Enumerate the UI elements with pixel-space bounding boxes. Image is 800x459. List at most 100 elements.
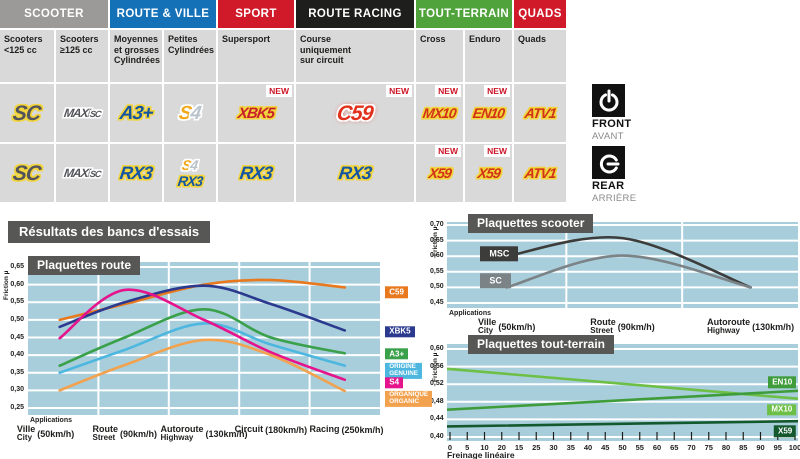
y-tick-label: 0,70: [430, 221, 444, 228]
cell-front-cross: NEW MX10: [416, 84, 463, 142]
logo-atv1: ATV1: [523, 105, 557, 121]
x-tick-label: 80: [721, 443, 731, 452]
logo-sc: SC: [11, 161, 43, 185]
logo-sc-part: SC: [88, 169, 101, 179]
logo-mx10: MX10: [422, 105, 457, 121]
cell-front-route-racing: NEW C59: [296, 84, 414, 142]
logo-sc: SC: [11, 101, 43, 125]
series-badge-A3+: A3+: [385, 348, 409, 360]
logo-c59: C59: [335, 101, 375, 125]
cell-rear-moyennes: RX3: [110, 144, 162, 202]
y-tick-label: 0,45: [430, 299, 444, 306]
series-line-SC: [505, 254, 752, 289]
rear-label: REAR: [592, 180, 625, 192]
x-tick-label: 10: [480, 443, 489, 452]
series-badge-X59: X59: [774, 425, 797, 437]
rear-brake-disc-icon: [592, 146, 625, 179]
cell-front-moyennes: A3+: [110, 84, 162, 142]
series-badge-ORGANIQUE ORGANIC: ORGANIQUE ORGANIC: [385, 390, 433, 407]
logo-rx3: RX3: [118, 163, 154, 183]
series-badge-MX10: MX10: [767, 404, 797, 416]
logo-maxi-part: MAXI: [62, 166, 91, 180]
logo-rx3: RX3: [238, 163, 274, 183]
cell-front-supersport: NEW XBK5: [218, 84, 294, 142]
series-badge-S4: S4: [385, 376, 404, 389]
group-header-scooter: SCOOTER: [0, 0, 108, 28]
y-tick-label: 0,56: [430, 362, 444, 370]
x-category-label: Autoroute Highway (130km/h): [707, 317, 795, 336]
group-header-route-racing: ROUTE RACING: [296, 0, 414, 28]
cell-front-scooter-small: SC: [0, 84, 54, 142]
x-tick-label: 70: [687, 443, 696, 452]
y-tick-label: 0,35: [10, 368, 24, 376]
x-tick-label: 85: [739, 443, 748, 452]
logo-a3plus: A3+: [118, 102, 154, 124]
logo-x59: X59: [476, 165, 501, 181]
scooter-chart-plot: [447, 222, 798, 308]
new-badge: NEW: [266, 85, 292, 97]
cell-front-scooter-big: MAXISC: [56, 84, 108, 142]
cell-rear-petites: S4 RX3: [164, 144, 216, 202]
y-tick-label: 0,50: [10, 315, 24, 323]
x-tick-label: 100: [788, 443, 800, 452]
x-tick-label: 25: [532, 443, 541, 452]
cell-rear-quads: ATV1: [514, 144, 566, 202]
logo-s4-4: 4: [189, 157, 199, 173]
y-tick-label: 0,55: [430, 267, 444, 275]
series-line-XBK5: [58, 284, 347, 332]
new-badge: NEW: [435, 85, 461, 97]
new-badge: NEW: [435, 145, 461, 157]
subheader-quads: Quads: [514, 30, 566, 82]
x-tick-label: 95: [773, 443, 782, 452]
x-category-label: Ville City (50km/h): [477, 317, 536, 336]
chart-plaquettes-route: Friction µ Plaquettes route 0,65 0,60 0,55…: [0, 252, 433, 452]
x-tick-label: 75: [704, 443, 713, 452]
logo-s4: S4: [181, 157, 199, 173]
logo-stack-s4-rx3: S4 RX3: [177, 157, 203, 189]
front-legend: FRONT AVANT: [592, 84, 652, 142]
series-line-ORIGINE GENUINE: [58, 322, 347, 375]
series-line-A3+: [58, 307, 347, 367]
x-category-label: Route Street (90km/h): [590, 317, 655, 336]
cell-rear-scooter-small: SC: [0, 144, 54, 202]
subheader-course-circuit: Course uniquement sur circuit: [296, 30, 414, 82]
x-category-label: Circuit (180km/h): [234, 424, 308, 435]
cell-rear-route-racing: RX3: [296, 144, 414, 202]
chart-plaquettes-scooter: Friction µ Plaquettes scooter 0,70 0,65 0,…: [430, 212, 800, 335]
y-tick-label: 0,44: [430, 415, 444, 423]
logo-atv1: ATV1: [523, 165, 557, 181]
y-tick-label: 0,65: [430, 236, 444, 244]
x-tick-label: 40: [583, 443, 593, 452]
y-tick-label: 0,45: [10, 333, 24, 341]
series-badge-MSC: MSC: [480, 246, 519, 262]
y-tick-label: 0,48: [430, 397, 444, 405]
cell-rear-supersport: RX3: [218, 144, 294, 202]
new-badge: NEW: [386, 85, 412, 97]
group-header-quads: QUADS: [514, 0, 566, 28]
x-tick-label: 60: [652, 443, 662, 452]
cell-rear-cross: NEW X59: [416, 144, 463, 202]
group-header-route-ville: ROUTE & VILLE: [110, 0, 216, 28]
avant-label: AVANT: [592, 131, 624, 142]
subheader-scooters-under-125: Scooters <125 cc: [0, 30, 54, 82]
results-section-title: Résultats des bancs d'essais: [8, 221, 211, 243]
y-tick-label: 0,60: [10, 280, 24, 288]
x-tick-label: 35: [566, 443, 575, 452]
x-category-label: Ville City (50km/h): [16, 424, 75, 443]
logo-s4: S4: [178, 103, 202, 124]
x-category-label: Autoroute Highway (130km/h): [160, 424, 248, 443]
series-badge-XBK5: XBK5: [385, 325, 415, 338]
logo-rx3: RX3: [337, 163, 373, 183]
front-label: FRONT: [592, 118, 632, 130]
applications-label: Applications: [449, 310, 492, 317]
y-tick-label: 0,25: [10, 404, 24, 411]
rear-legend: REAR ARRIÈRE: [592, 146, 652, 204]
product-matrix-table: SCOOTER ROUTE & VILLE SPORT ROUTE RACING…: [0, 0, 566, 202]
series-line-S4: [58, 288, 347, 382]
series-badge-SC: SC: [480, 272, 511, 289]
cell-rear-scooter-big: MAXISC: [56, 144, 108, 202]
logo-en10: EN10: [471, 105, 506, 121]
cell-rear-enduro: NEW X59: [465, 144, 512, 202]
front-brake-disc-icon: [592, 84, 625, 117]
x-tick-label: 45: [601, 443, 610, 452]
